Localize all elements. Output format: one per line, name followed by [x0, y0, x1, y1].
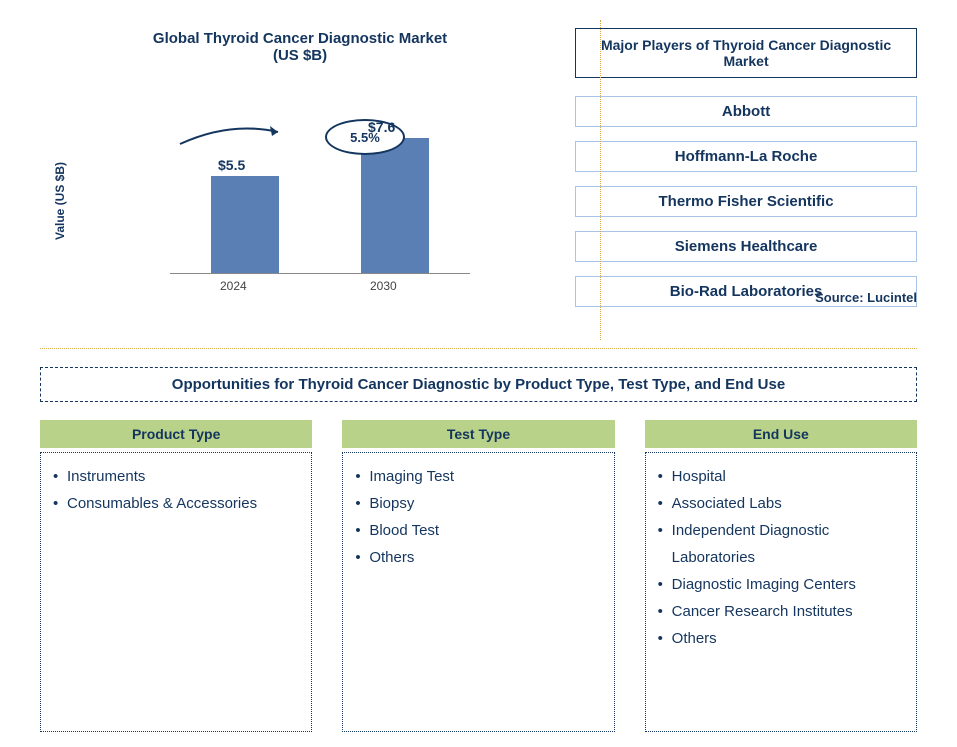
column-item-1-3: Others: [355, 544, 601, 571]
column-header-2: End Use: [645, 420, 917, 448]
column-item-0-0: Instruments: [53, 463, 299, 490]
column-item-1-0: Imaging Test: [355, 463, 601, 490]
player-item-3: Siemens Healthcare: [575, 231, 917, 262]
column-item-1-2: Blood Test: [355, 517, 601, 544]
bar-value-1: $7.6: [368, 119, 395, 135]
players-title: Major Players of Thyroid Cancer Diagnost…: [575, 28, 917, 78]
player-item-2: Thermo Fisher Scientific: [575, 186, 917, 217]
chart-area: Global Thyroid Cancer Diagnostic Market …: [40, 20, 560, 340]
y-axis-label: Value (US $B): [53, 162, 67, 240]
column-1: Test Type Imaging TestBiopsyBlood TestOth…: [342, 420, 614, 732]
column-header-0: Product Type: [40, 420, 312, 448]
infographic-container: Global Thyroid Cancer Diagnostic Market …: [0, 0, 957, 747]
bars-container: 5.5% $5.5 2024 $7.6 2030: [170, 124, 470, 274]
chart-title: Global Thyroid Cancer Diagnostic Market …: [40, 30, 560, 64]
column-item-2-4: Cancer Research Institutes: [658, 598, 904, 625]
column-0: Product Type InstrumentsConsumables & Acc…: [40, 420, 312, 732]
bar-chart: Value (US $B) 5.5% $5.5 2024: [120, 94, 500, 294]
bar-0: [211, 176, 279, 273]
column-item-2-0: Hospital: [658, 463, 904, 490]
x-tick-1: 2030: [370, 279, 397, 293]
column-2: End Use HospitalAssociated LabsIndependen…: [645, 420, 917, 732]
opportunities-title: Opportunities for Thyroid Cancer Diagnos…: [40, 367, 917, 402]
opportunities-columns: Product Type InstrumentsConsumables & Acc…: [40, 420, 917, 732]
column-body-2: HospitalAssociated LabsIndependent Diagn…: [645, 452, 917, 732]
vertical-divider: [600, 20, 601, 340]
column-item-2-5: Others: [658, 625, 904, 652]
x-tick-0: 2024: [220, 279, 247, 293]
bar-value-0: $5.5: [218, 157, 245, 173]
column-item-1-1: Biopsy: [355, 490, 601, 517]
column-header-1: Test Type: [342, 420, 614, 448]
column-item-2-1: Associated Labs: [658, 490, 904, 517]
bar-group-0: $5.5 2024: [205, 176, 285, 273]
column-body-1: Imaging TestBiopsyBlood TestOthers: [342, 452, 614, 732]
player-item-0: Abbott: [575, 96, 917, 127]
chart-title-line2: (US $B): [273, 47, 327, 64]
top-section: Global Thyroid Cancer Diagnostic Market …: [40, 20, 917, 340]
players-list: Abbott Hoffmann-La Roche Thermo Fisher Sci…: [575, 96, 917, 307]
horizontal-divider: [40, 348, 917, 349]
column-item-2-2: Independent Diagnostic Laboratories: [658, 517, 904, 571]
column-body-0: InstrumentsConsumables & Accessories: [40, 452, 312, 732]
column-item-2-3: Diagnostic Imaging Centers: [658, 571, 904, 598]
column-item-0-1: Consumables & Accessories: [53, 490, 299, 517]
source-label: Source: Lucintel: [815, 290, 917, 305]
player-item-1: Hoffmann-La Roche: [575, 141, 917, 172]
chart-title-line1: Global Thyroid Cancer Diagnostic Market: [153, 30, 447, 47]
